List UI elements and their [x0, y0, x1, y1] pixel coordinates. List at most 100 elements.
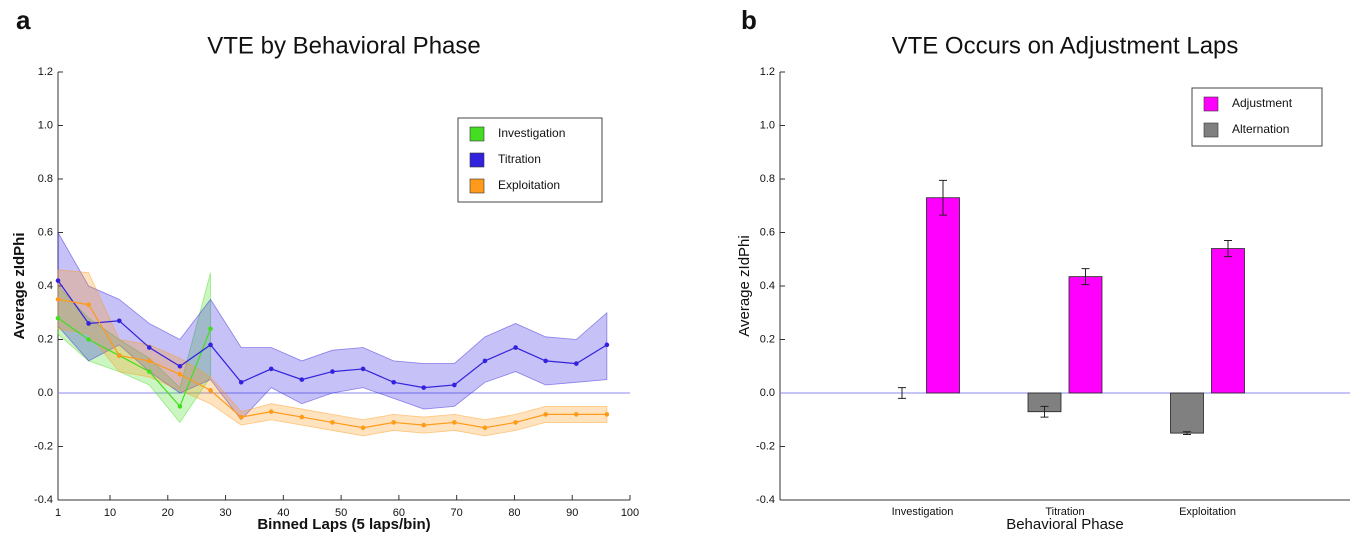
error-bar — [1081, 268, 1090, 286]
y-tick-label: 0.4 — [38, 280, 53, 292]
data-point — [208, 342, 213, 348]
data-point — [573, 412, 579, 417]
data-point — [55, 278, 61, 283]
x-tick-label: Investigation — [892, 506, 954, 518]
x-tick-label: Titration — [1045, 506, 1084, 518]
x-tick-label: 100 — [621, 507, 639, 519]
data-point — [452, 382, 457, 388]
x-tick-label: 80 — [508, 507, 520, 519]
x-tick-label: 20 — [162, 507, 174, 519]
data-point — [604, 412, 610, 417]
error-bar — [1183, 431, 1191, 435]
data-point — [513, 420, 518, 425]
legend-swatch — [1203, 122, 1219, 138]
y-tick-label: 0.6 — [38, 226, 53, 238]
data-point — [452, 420, 457, 425]
x-tick-label: 30 — [219, 507, 231, 519]
data-point — [238, 414, 244, 420]
x-tick-label: 90 — [566, 507, 578, 519]
y-tick-label: 1.0 — [760, 119, 775, 131]
legend-swatch — [469, 178, 485, 194]
y-tick-label: 0.0 — [38, 387, 53, 399]
data-point — [330, 420, 335, 425]
confidence-band — [57, 269, 608, 437]
legend-label: Titration — [498, 152, 541, 166]
data-point — [299, 414, 305, 420]
x-axis-label: Behavioral Phase — [1006, 516, 1124, 533]
legend-label: Alternation — [1232, 122, 1289, 136]
x-tick-label: 10 — [104, 507, 116, 519]
data-point — [513, 345, 518, 350]
x-tick-label: 70 — [451, 507, 463, 519]
data-point — [177, 363, 183, 369]
y-tick-label: -0.2 — [756, 440, 775, 452]
data-point — [391, 380, 396, 385]
data-point — [543, 358, 548, 364]
data-point — [208, 326, 213, 332]
x-axis-label: Binned Laps (5 laps/bin) — [257, 516, 430, 533]
data-point — [268, 409, 274, 415]
data-point — [421, 422, 427, 428]
y-axis-label: Average zIdPhi — [11, 233, 28, 340]
data-point — [55, 315, 61, 321]
chart-title: VTE by Behavioral Phase — [207, 32, 480, 59]
bar — [1211, 248, 1245, 394]
x-tick-label: 50 — [335, 507, 347, 519]
x-tick-label: Exploitation — [1179, 506, 1236, 518]
data-point — [177, 371, 183, 377]
data-point — [573, 361, 579, 366]
error-bar — [939, 179, 947, 216]
data-point — [86, 337, 91, 342]
legend-swatch — [469, 152, 485, 168]
data-point — [268, 366, 274, 372]
data-point — [177, 404, 183, 409]
data-point — [146, 345, 152, 350]
data-point — [543, 412, 548, 417]
data-point — [482, 425, 488, 431]
bar — [1068, 276, 1103, 394]
series-line — [57, 317, 212, 408]
y-tick-label: 0.2 — [38, 333, 53, 345]
error-bar — [1040, 405, 1049, 418]
legend-label: Investigation — [498, 126, 565, 140]
confidence-band — [57, 230, 608, 421]
data-point — [299, 377, 305, 382]
data-point — [421, 385, 427, 390]
legend-label: Exploitation — [498, 178, 560, 192]
data-point — [360, 425, 366, 431]
data-point — [86, 302, 91, 308]
data-point — [604, 342, 610, 348]
y-tick-label: 0.6 — [760, 226, 775, 238]
data-point — [360, 366, 366, 372]
legend-label: Adjustment — [1232, 96, 1293, 110]
y-tick-label: 0.0 — [760, 387, 775, 399]
data-point — [208, 388, 213, 393]
legend-swatch — [1203, 96, 1219, 112]
bar — [926, 197, 960, 394]
panel-label: a — [16, 5, 31, 35]
data-point — [482, 358, 488, 364]
data-point — [116, 353, 122, 358]
y-tick-label: -0.4 — [34, 494, 53, 506]
data-point — [330, 369, 335, 374]
panel-label: b — [741, 5, 757, 35]
data-point — [391, 420, 396, 425]
data-point — [146, 369, 152, 374]
x-tick-label: 1 — [55, 507, 61, 519]
y-tick-label: 0.2 — [760, 333, 775, 345]
y-tick-label: 0.8 — [760, 173, 775, 185]
legend-swatch — [469, 126, 485, 142]
y-tick-label: 1.2 — [760, 66, 775, 78]
chart-title: VTE Occurs on Adjustment Laps — [892, 32, 1239, 59]
bar — [1170, 392, 1204, 434]
y-tick-label: 0.8 — [38, 173, 53, 185]
data-point — [55, 297, 61, 302]
y-tick-label: 1.2 — [38, 66, 53, 78]
y-tick-label: 1.0 — [38, 119, 53, 131]
y-tick-label: -0.2 — [34, 440, 53, 452]
x-tick-label: 40 — [277, 507, 289, 519]
data-point — [116, 318, 122, 324]
x-tick-label: 60 — [393, 507, 405, 519]
error-bar — [898, 387, 906, 399]
